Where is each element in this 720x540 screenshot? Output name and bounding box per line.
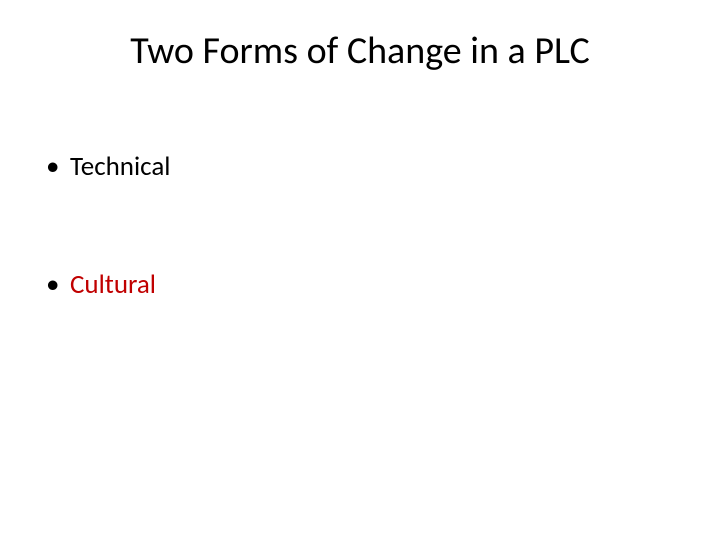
slide: Two Forms of Change in a PLC Technical C… bbox=[0, 0, 720, 540]
bullet-item-cultural: Cultural bbox=[40, 268, 156, 301]
slide-title: Two Forms of Change in a PLC bbox=[0, 28, 720, 74]
bullet-item-technical: Technical bbox=[40, 150, 171, 183]
